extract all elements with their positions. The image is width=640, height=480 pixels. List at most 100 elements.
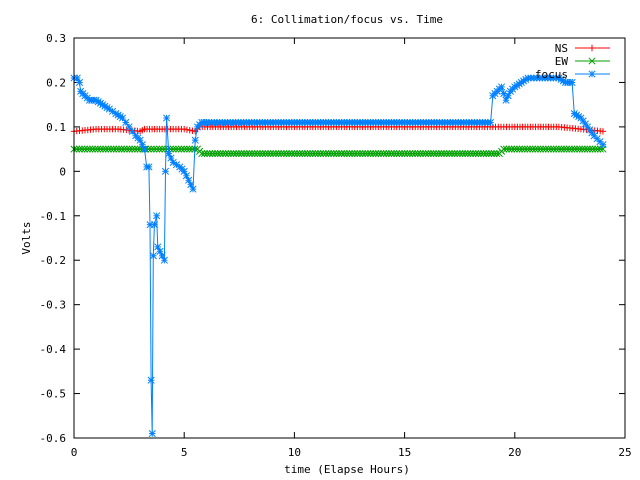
data-point-EW [576, 145, 584, 153]
data-point-EW [123, 145, 131, 153]
series-focus [70, 74, 607, 438]
data-point-EW [235, 150, 243, 158]
data-point-EW [485, 150, 493, 158]
data-point-EW [324, 150, 333, 158]
data-point-EW [282, 150, 291, 158]
data-point-EW [88, 145, 97, 153]
data-point-EW [175, 145, 183, 153]
data-point-EW [552, 145, 560, 153]
legend-label: focus [535, 68, 568, 81]
data-point-EW [583, 145, 591, 153]
data-point-EW [374, 150, 382, 158]
data-point-EW [332, 150, 340, 158]
data-point-EW [513, 145, 521, 153]
data-point-focus [125, 123, 133, 131]
data-point-EW [298, 150, 306, 158]
data-point-EW [110, 145, 118, 153]
data-point-EW [408, 150, 417, 158]
data-point-focus [189, 185, 197, 193]
data-point-EW [198, 150, 206, 158]
data-point-EW [393, 150, 401, 158]
data-point-EW [515, 145, 524, 153]
data-point-NS [186, 127, 193, 134]
data-point-EW [120, 145, 128, 153]
data-point-EW [395, 150, 403, 158]
data-point-EW [555, 145, 563, 153]
data-point-EW [430, 150, 438, 158]
data-point-EW [550, 145, 558, 153]
data-point-EW [128, 145, 136, 153]
data-point-EW [542, 145, 550, 153]
data-point-EW [264, 150, 272, 158]
data-point-focus [513, 81, 521, 89]
x-tick-label: 0 [71, 446, 78, 459]
x-tick-label: 25 [618, 446, 631, 459]
y-tick-label: -0.3 [40, 299, 67, 312]
data-point-EW [261, 150, 269, 158]
data-point-EW [73, 145, 81, 153]
data-point-EW [280, 150, 288, 158]
data-point-EW [180, 145, 188, 153]
data-point-focus [502, 96, 510, 104]
data-point-EW [222, 150, 230, 158]
data-point-EW [398, 150, 406, 158]
data-point-EW [380, 150, 388, 158]
data-point-EW [216, 150, 224, 158]
data-point-EW [296, 150, 304, 158]
data-point-EW [390, 150, 398, 158]
data-point-EW [356, 150, 364, 158]
data-point-EW [203, 150, 211, 158]
data-point-focus [498, 83, 506, 91]
series-EW [70, 145, 607, 158]
data-point-EW [230, 150, 238, 158]
data-point-EW [185, 145, 194, 153]
data-point-focus [161, 167, 170, 175]
data-point-NS [181, 125, 188, 133]
data-point-EW [248, 150, 256, 158]
data-point-EW [293, 150, 301, 158]
data-point-EW [464, 150, 472, 158]
data-point-EW [422, 150, 430, 158]
data-point-EW [518, 145, 526, 153]
data-point-EW [125, 145, 134, 153]
data-point-EW [351, 150, 359, 158]
data-point-EW [456, 150, 464, 158]
y-tick-label: -0.1 [40, 210, 67, 223]
data-point-EW [83, 145, 91, 153]
data-point-EW [477, 150, 485, 158]
data-point-EW [469, 150, 477, 158]
data-point-EW [578, 145, 586, 153]
data-point-EW [364, 150, 372, 158]
data-point-EW [99, 145, 107, 153]
data-point-EW [419, 150, 427, 158]
data-point-EW [508, 145, 516, 153]
data-point-EW [112, 145, 120, 153]
data-point-focus [148, 430, 156, 438]
data-point-focus [147, 376, 155, 384]
data-point-EW [366, 150, 375, 158]
data-point-EW [211, 150, 219, 158]
data-point-EW [102, 145, 110, 153]
data-point-EW [581, 145, 589, 153]
data-point-EW [401, 150, 409, 158]
data-point-EW [461, 150, 469, 158]
data-point-EW [267, 150, 275, 158]
data-point-focus [160, 256, 168, 264]
data-point-focus [118, 114, 127, 122]
data-point-EW [219, 150, 227, 158]
data-point-EW [424, 150, 432, 158]
data-point-EW [75, 145, 83, 153]
data-point-EW [314, 150, 322, 158]
data-point-focus [75, 78, 84, 86]
data-point-EW [526, 145, 534, 153]
data-point-EW [382, 150, 390, 158]
data-point-EW [490, 150, 498, 158]
data-point-EW [416, 150, 424, 158]
data-point-EW [177, 145, 185, 153]
data-point-EW [317, 150, 325, 158]
data-point-EW [303, 150, 312, 158]
data-point-EW [251, 150, 259, 158]
data-point-EW [269, 150, 277, 158]
data-point-EW [369, 150, 377, 158]
